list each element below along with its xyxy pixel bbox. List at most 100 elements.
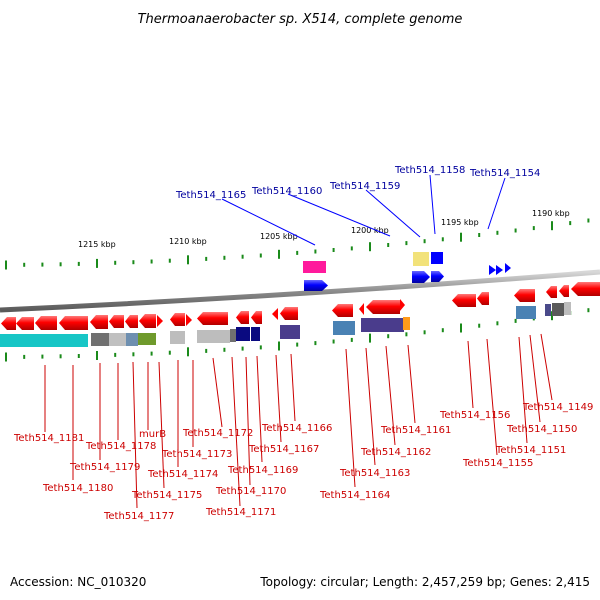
gene-label-1149[interactable]: Teth514_1149: [522, 402, 593, 413]
feature-block-1164[interactable]: [333, 321, 355, 335]
gene-arrow-1163a[interactable]: [359, 303, 364, 315]
gene-label-1156[interactable]: Teth514_1156: [439, 410, 510, 421]
gene-arrow-1158[interactable]: [431, 271, 444, 282]
scale-label-1190: 1190 kbp: [532, 209, 570, 218]
feature-block-1175[interactable]: [138, 333, 156, 345]
gene-arrow-1180[interactable]: [35, 316, 57, 330]
feature-block-1177[interactable]: [109, 333, 126, 346]
scale-tick-bottom-25: [460, 323, 462, 333]
gene-label-1181[interactable]: Teth514_1181: [13, 433, 84, 444]
gene-arrow-1167a[interactable]: [272, 308, 278, 320]
bottom-strand-genes: [1, 282, 600, 330]
gene-label-1150[interactable]: Teth514_1150: [506, 424, 577, 435]
scale-tick-top-18: [332, 248, 335, 252]
feature-block-1171[interactable]: [230, 329, 236, 342]
gene-label-1170[interactable]: Teth514_1170: [215, 486, 286, 497]
gene-label-1172[interactable]: Teth514_1172: [182, 428, 253, 439]
scale-tick-top-9: [168, 258, 171, 263]
gene-arrow-1172a[interactable]: [186, 314, 192, 326]
gene-arrow-1175[interactable]: [139, 314, 156, 328]
gene-label-1160[interactable]: Teth514_1160: [251, 186, 322, 197]
gene-label-1177[interactable]: Teth514_1177: [103, 511, 174, 522]
gene-arrow-1174[interactable]: [157, 315, 163, 327]
feature-block-1178[interactable]: [91, 333, 109, 346]
gene-arrow-1154[interactable]: [505, 263, 511, 273]
gene-arrow-1155[interactable]: [477, 292, 489, 305]
gene-label-1165[interactable]: Teth514_1165: [175, 190, 246, 201]
gene-label-1159[interactable]: Teth514_1159: [329, 181, 400, 192]
scale-tick-top-16: [296, 250, 299, 255]
gene-label-1171[interactable]: Teth514_1171: [205, 507, 276, 518]
gene-block-1158[interactable]: [431, 252, 443, 264]
gene-arrow-1169[interactable]: [251, 311, 262, 324]
gene-arrow-1162[interactable]: [400, 299, 405, 311]
gene-arrow-1181a[interactable]: [1, 317, 16, 330]
scale-label-1210: 1210 kbp: [169, 237, 207, 246]
gene-arrow-1150a[interactable]: [546, 286, 557, 298]
feature-block-1173[interactable]: [170, 331, 185, 344]
gene-label-1179[interactable]: Teth514_1179: [69, 462, 140, 473]
gene-arrow-murb[interactable]: [125, 315, 138, 328]
gene-arrow-1170[interactable]: [236, 311, 249, 324]
gene-label-1155[interactable]: Teth514_1155: [462, 458, 533, 469]
gene-arrow-1160[interactable]: [412, 271, 430, 283]
gene-label-1162[interactable]: Teth514_1162: [360, 447, 431, 458]
feature-block-1172[interactable]: [197, 330, 230, 343]
gene-arrow-1149[interactable]: [571, 282, 600, 296]
gene-label-1158[interactable]: Teth514_1158: [394, 165, 465, 176]
gene-label-1180[interactable]: Teth514_1180: [42, 483, 113, 494]
gene-arrow-1173[interactable]: [170, 313, 185, 326]
gene-arrow-1156[interactable]: [452, 294, 476, 307]
gene-label-1178[interactable]: Teth514_1178: [85, 441, 156, 452]
feature-block-1163[interactable]: [361, 318, 404, 332]
feature-block-1150a[interactable]: [545, 304, 551, 316]
gene-arrow-1179[interactable]: [59, 316, 88, 330]
gene-arrow-1156b[interactable]: [496, 265, 503, 275]
gene-label-1161[interactable]: Teth514_1161: [380, 425, 451, 436]
gene-label-1151[interactable]: Teth514_1151: [495, 445, 566, 456]
gene-arrow-1151[interactable]: [514, 289, 535, 302]
gene-label-1164[interactable]: Teth514_1164: [319, 490, 390, 501]
gene-label-1175[interactable]: Teth514_1175: [131, 490, 202, 501]
scale-tick-bottom-7: [132, 352, 135, 357]
gene-arrow-1177[interactable]: [109, 315, 124, 328]
gene-label-1173[interactable]: Teth514_1173: [161, 449, 232, 460]
feature-block-1170[interactable]: [236, 327, 250, 341]
gene-label-1154[interactable]: Teth514_1154: [469, 168, 540, 179]
scale-tick-bottom-15: [278, 341, 280, 351]
feature-block-1150[interactable]: [552, 303, 564, 316]
scale-tick-bottom-3: [59, 354, 62, 359]
gene-block-1159[interactable]: [413, 252, 429, 266]
gene-arrow-1166[interactable]: [280, 307, 298, 320]
gene-label-1167[interactable]: Teth514_1167: [248, 444, 319, 455]
gene-label-1166[interactable]: Teth514_1166: [261, 423, 332, 434]
feature-block-1149[interactable]: [564, 302, 571, 315]
gene-block-1165[interactable]: [303, 261, 326, 273]
feature-block-1161[interactable]: [403, 317, 410, 330]
gene-arrow-1181b[interactable]: [16, 317, 34, 330]
gene-arrow-1164[interactable]: [332, 304, 353, 317]
scale-tick-bottom-1: [23, 354, 26, 359]
scale-tick-bottom-17: [314, 341, 317, 346]
feature-block-1166[interactable]: [280, 325, 300, 339]
feature-block-murb[interactable]: [126, 333, 138, 346]
gene-label-1174[interactable]: Teth514_1174: [147, 469, 218, 480]
gene-arrow-1165[interactable]: [304, 280, 328, 291]
feature-block-1151[interactable]: [516, 306, 536, 319]
gene-label-murb[interactable]: murB: [139, 429, 166, 440]
gene-arrow-1178[interactable]: [90, 315, 108, 329]
scale-label-1195: 1195 kbp: [441, 218, 479, 227]
bottom-strand-label-group: Teth514_1181 Teth514_1180 Teth514_1179 T…: [13, 402, 593, 522]
gene-arrow-1156a[interactable]: [489, 265, 496, 275]
feature-block-1169[interactable]: [251, 327, 260, 341]
gene-arrow-1172[interactable]: [197, 312, 228, 325]
gene-arrow-1163[interactable]: [366, 300, 400, 314]
scale-tick-bottom-26: [478, 323, 481, 328]
bottom-strand-features: [0, 302, 571, 347]
feature-block-1181-1179[interactable]: [0, 334, 88, 347]
scale-tick-bottom-12: [223, 347, 226, 352]
gene-arrow-1150[interactable]: [559, 285, 569, 297]
gene-label-1163[interactable]: Teth514_1163: [339, 468, 410, 479]
gene-label-1169[interactable]: Teth514_1169: [227, 465, 298, 476]
scale-tick-top-21: [387, 243, 390, 247]
